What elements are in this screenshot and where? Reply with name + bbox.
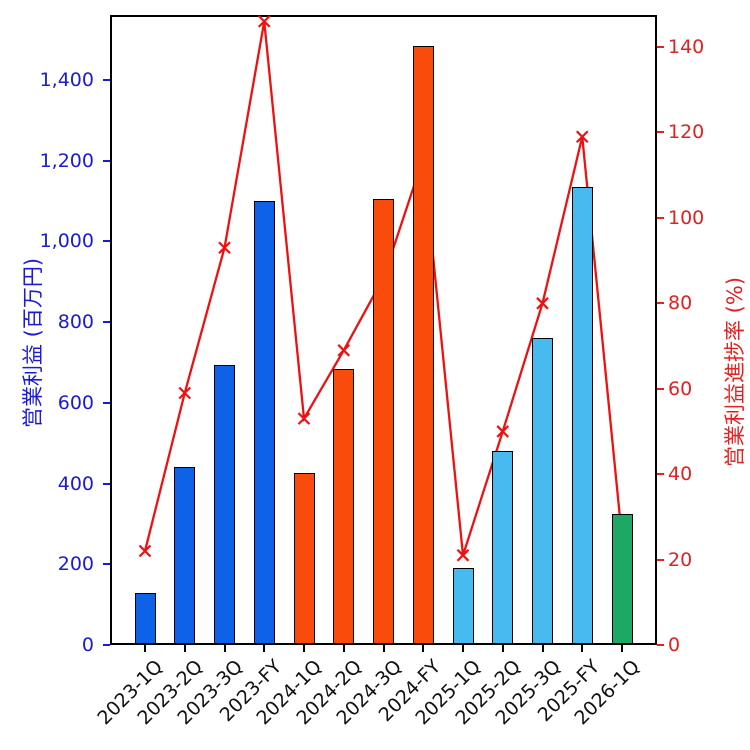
right-tick-label: 100 bbox=[668, 206, 705, 229]
bar-2023-3Q bbox=[214, 364, 235, 643]
x-tick bbox=[263, 645, 266, 652]
bar-2024-3Q bbox=[373, 199, 394, 643]
x-marker-2025-FY bbox=[575, 130, 589, 144]
left-tick bbox=[103, 644, 110, 646]
x-tick bbox=[621, 645, 623, 652]
right-tick-label: 120 bbox=[668, 121, 705, 144]
bar-2025-2Q bbox=[492, 451, 514, 643]
x-marker-2025-3Q bbox=[536, 297, 549, 310]
x-tick bbox=[382, 645, 385, 652]
left-tick-label: 1,400 bbox=[39, 68, 94, 91]
right-tick-label: 80 bbox=[668, 292, 693, 315]
x-tick bbox=[581, 645, 584, 652]
right-axis-title: 営業利益進捗率 (%) bbox=[723, 276, 747, 468]
x-tick bbox=[541, 645, 544, 652]
left-tick bbox=[103, 401, 110, 404]
right-tick-label: 60 bbox=[668, 377, 693, 400]
right-tick bbox=[657, 387, 664, 390]
right-tick bbox=[657, 558, 664, 561]
x-tick bbox=[223, 645, 226, 652]
x-tick bbox=[422, 645, 425, 652]
right-tick bbox=[657, 644, 664, 646]
left-tick-label: 1,200 bbox=[39, 149, 94, 172]
bar-2023-FY bbox=[253, 201, 275, 643]
right-tick bbox=[657, 46, 664, 49]
left-tick bbox=[103, 159, 110, 162]
bar-2023-1Q bbox=[134, 592, 156, 643]
x-marker-2024-1Q bbox=[297, 412, 311, 425]
x-tick bbox=[342, 645, 345, 652]
x-marker-2024-2Q bbox=[337, 344, 351, 357]
x-tick bbox=[183, 645, 186, 652]
bar-2023-2Q bbox=[174, 467, 196, 643]
left-tick-label: 400 bbox=[57, 472, 94, 495]
bar-2025-1Q bbox=[452, 568, 474, 643]
bar-2024-1Q bbox=[293, 473, 315, 643]
right-tick bbox=[657, 216, 664, 219]
right-tick-label: 0 bbox=[668, 634, 681, 656]
bar-2024-FY bbox=[412, 45, 434, 643]
left-tick-label: 200 bbox=[57, 553, 94, 576]
left-tick-label: 1,000 bbox=[39, 230, 94, 253]
x-marker-2023-3Q bbox=[218, 241, 231, 255]
x-marker-2025-2Q bbox=[496, 425, 510, 438]
x-marker-2023-2Q bbox=[178, 386, 192, 400]
left-tick bbox=[103, 563, 110, 566]
x-marker-2025-1Q bbox=[456, 549, 470, 562]
right-tick bbox=[657, 473, 664, 476]
bar-2024-2Q bbox=[333, 368, 355, 643]
x-marker-2023-FY bbox=[257, 15, 271, 28]
left-tick bbox=[103, 240, 110, 243]
right-tick-label: 140 bbox=[668, 36, 705, 59]
bar-2025-FY bbox=[571, 186, 593, 643]
x-marker-2023-1Q bbox=[138, 544, 152, 558]
left-tick-label: 600 bbox=[57, 391, 94, 414]
bar-2026-1Q bbox=[611, 513, 633, 643]
x-tick bbox=[303, 645, 305, 652]
right-tick bbox=[657, 131, 664, 134]
left-tick bbox=[103, 78, 110, 81]
right-tick bbox=[657, 302, 664, 305]
x-tick bbox=[501, 645, 504, 652]
x-tick bbox=[144, 645, 146, 652]
left-tick-label: 0 bbox=[81, 634, 94, 656]
left-tick-label: 800 bbox=[57, 311, 94, 334]
x-tick bbox=[462, 645, 464, 652]
right-tick-label: 40 bbox=[668, 463, 693, 486]
right-tick-label: 20 bbox=[668, 548, 693, 571]
bar-2025-3Q bbox=[532, 338, 553, 643]
left-tick bbox=[103, 321, 110, 324]
left-tick bbox=[103, 482, 110, 485]
plot-area bbox=[110, 15, 657, 645]
